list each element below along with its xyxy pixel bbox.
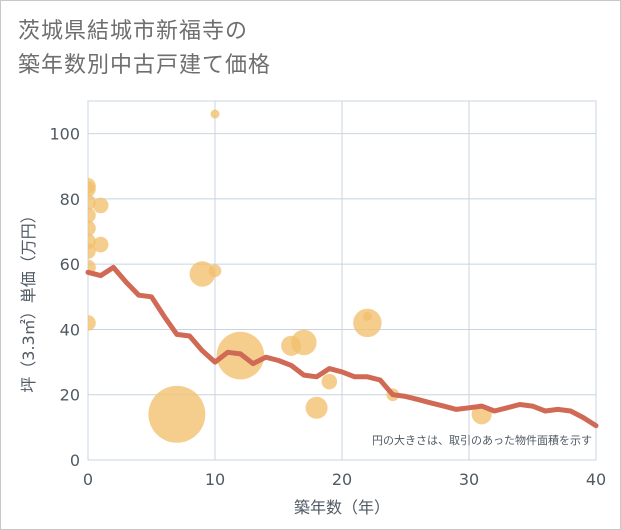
bubble-point-17 <box>291 329 317 356</box>
trend-layer <box>85 264 599 429</box>
bubble-point-10 <box>92 236 109 253</box>
y-tick-label-3: 60 <box>60 255 80 274</box>
trend-line <box>85 264 599 429</box>
size-note: 円の大きさは、取引のあった物件面積を示す <box>372 433 592 447</box>
bubble-point-13 <box>210 109 220 119</box>
y-tick-label-5: 100 <box>49 125 80 144</box>
grid-layer <box>87 100 597 461</box>
bubble-point-12 <box>189 261 216 287</box>
bubble-point-21 <box>362 311 372 321</box>
tick-layer: 0 10 20 30 40 0 20 40 60 80 100 <box>49 125 606 489</box>
x-tick-label-3: 30 <box>459 470 479 489</box>
bubble-point-11 <box>148 385 206 443</box>
y-tick-label-0: 0 <box>70 451 80 470</box>
bubble-point-8 <box>88 315 96 331</box>
x-tick-label-4: 40 <box>586 470 606 489</box>
x-tick-label-0: 0 <box>83 470 93 489</box>
bubble-point-14 <box>208 264 222 278</box>
bubble-point-1 <box>88 181 96 197</box>
y-tick-label-2: 40 <box>60 320 80 339</box>
x-axis-title: 築年数（年） <box>294 498 390 517</box>
title-line-2: 築年数別中古戸建て価格 <box>18 53 272 78</box>
x-tick-label-1: 10 <box>205 470 225 489</box>
bubble-point-20 <box>353 308 382 338</box>
y-axis-title: 坪（3.3㎡）単価（万円） <box>19 207 38 392</box>
bubble-point-18 <box>305 396 328 419</box>
x-tick-label-2: 20 <box>332 470 352 489</box>
y-tick-label-4: 80 <box>60 190 80 209</box>
chart-title: 茨城県結城市新福寺の 築年数別中古戸建て価格 <box>18 15 271 83</box>
plot-border <box>87 100 597 461</box>
y-tick-label-1: 20 <box>60 386 80 405</box>
title-line-1: 茨城県結城市新福寺の <box>18 19 249 44</box>
bubble-point-19 <box>321 373 338 390</box>
bubble-point-4 <box>88 220 96 237</box>
bubble-point-3 <box>88 207 96 224</box>
bubble-point-9 <box>92 197 109 214</box>
